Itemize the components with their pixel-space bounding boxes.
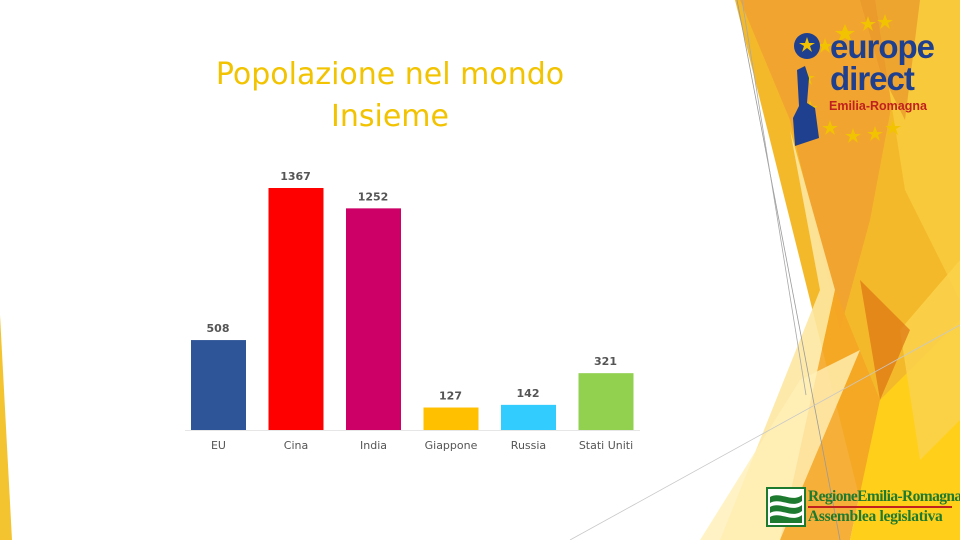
data-label: 508 (207, 322, 230, 335)
x-tick-label: Russia (511, 439, 546, 452)
data-label: 1252 (358, 190, 389, 203)
data-label: 142 (517, 387, 540, 400)
data-label: 1367 (280, 170, 311, 183)
data-label: 321 (594, 355, 617, 368)
x-tick-label: Cina (284, 439, 308, 452)
bar-cina (268, 188, 324, 430)
logo-text-europe: europe (830, 28, 935, 65)
logo-text-direct: direct (830, 60, 915, 97)
regione-emblem-icon (766, 487, 806, 527)
x-tick-label: Stati Uniti (579, 439, 633, 452)
bar-india (346, 208, 401, 430)
title-line-1: Popolazione nel mondo (215, 57, 565, 92)
bar-stati-uniti (578, 373, 634, 430)
eu-stars-icon (793, 14, 901, 146)
bar-russia (501, 404, 556, 430)
logo-regione-line1: RegioneEmilia-Romagna (808, 488, 960, 505)
title-line-2: Insieme (331, 99, 449, 134)
europe-direct-logo: europe direct Emilia-Romagna (785, 8, 955, 148)
x-tick-label: India (360, 439, 387, 452)
bar-eu (191, 340, 246, 430)
bar-giappone (423, 407, 479, 430)
logo-regione-line2: Assemblea legislativa (808, 508, 943, 525)
x-tick-label: EU (211, 439, 226, 452)
slide-title: Popolazione nel mondo Insieme (170, 54, 610, 138)
logo-divider (808, 506, 952, 508)
data-label: 127 (439, 390, 462, 403)
x-tick-label: Giappone (425, 439, 478, 452)
regione-emilia-romagna-logo: RegioneEmilia-Romagna Assemblea legislat… (766, 487, 960, 529)
logo-text-region: Emilia-Romagna (829, 99, 927, 113)
